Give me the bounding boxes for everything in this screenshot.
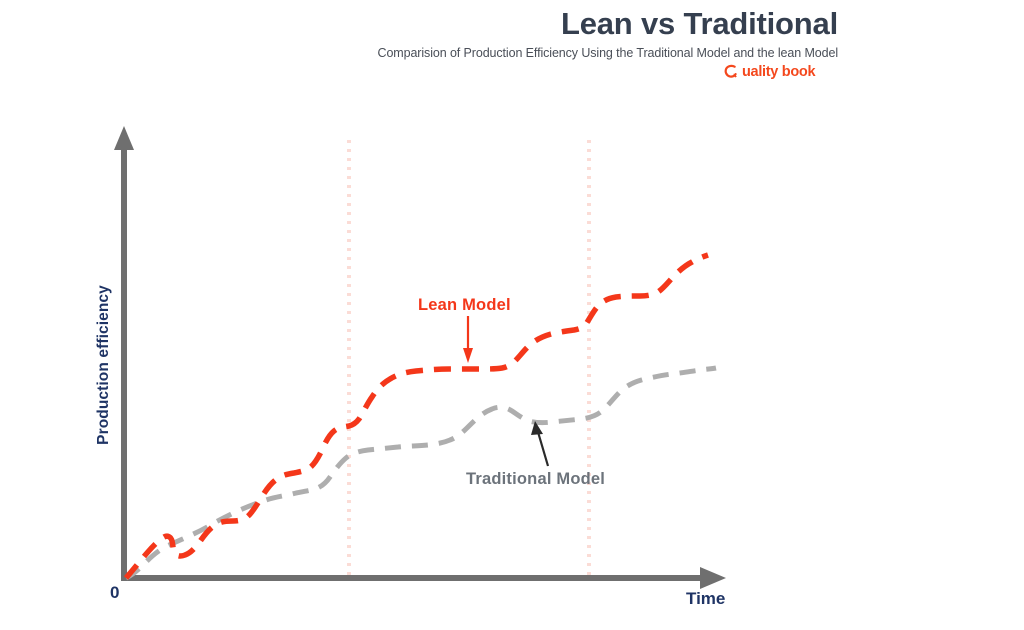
series-line-traditional-model (124, 365, 717, 581)
stylized-q-icon (724, 64, 737, 78)
origin-tick-label: 0 (110, 583, 120, 602)
series-label-traditional-model: Traditional Model (466, 470, 606, 488)
x-axis-label: Time (686, 589, 726, 608)
page-title: Lean vs Traditional (560, 6, 838, 41)
brand-name: uality book (742, 63, 816, 80)
brand-logo: uality book (724, 62, 816, 82)
series-label-lean-model: Lean Model (418, 296, 511, 314)
lean-annotation-arrowhead (463, 348, 473, 363)
chart-subtitle: Comparision of Production Efficiency Usi… (377, 46, 839, 60)
y-axis-label: Production efficiency (95, 285, 112, 445)
traditional-annotation-arrow-shaft (536, 431, 550, 467)
x-axis-arrowhead (700, 567, 726, 589)
traditional-annotation-arrowhead (531, 421, 543, 435)
y-axis-arrowhead (114, 126, 134, 150)
chart-header: Lean vs Traditional Comparision of Produ… (0, 0, 1024, 100)
series-line-lean-model (123, 252, 709, 580)
